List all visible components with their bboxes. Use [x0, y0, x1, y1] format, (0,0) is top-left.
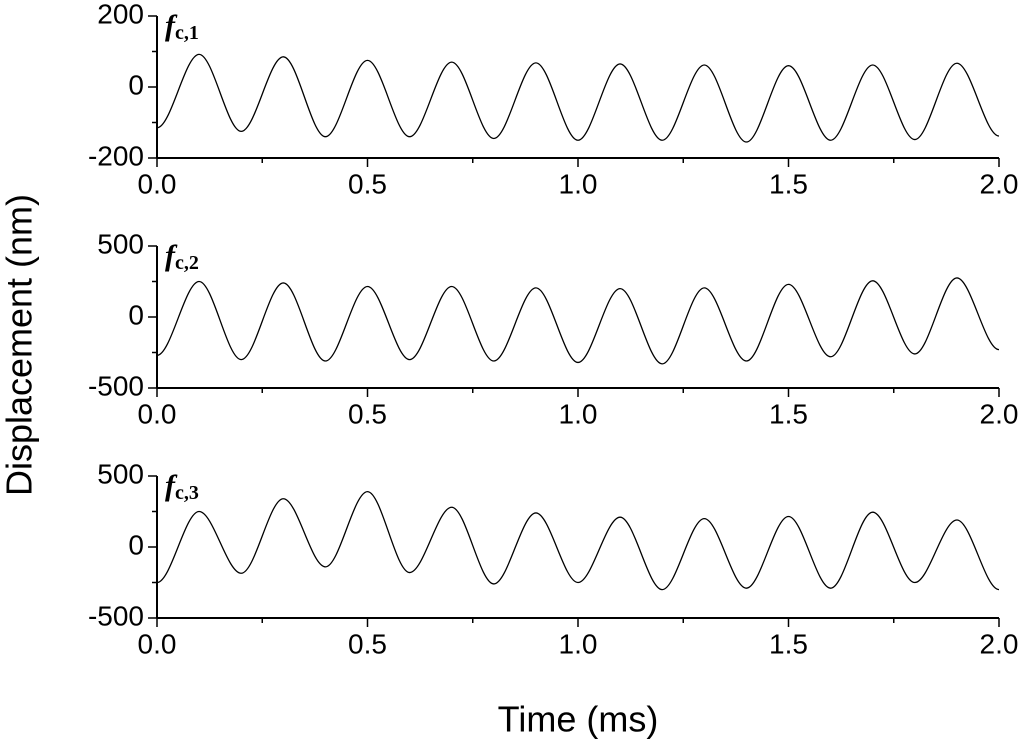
x-tick-label: 0.0: [138, 398, 177, 429]
x-tick-label: 2.0: [980, 628, 1019, 659]
y-tick-label: 500: [97, 458, 144, 489]
panel-label-main: f: [165, 239, 178, 272]
y-tick-label: 500: [97, 228, 144, 259]
y-axis-title: Displacement (nm): [0, 194, 40, 496]
x-tick-label: 1.5: [769, 168, 808, 199]
x-tick-label: 1.5: [769, 628, 808, 659]
y-tick-label: -200: [88, 140, 144, 171]
x-tick-label: 2.0: [980, 168, 1019, 199]
x-tick-label: 0.5: [348, 628, 387, 659]
panel-label: fc,3: [165, 469, 199, 504]
x-tick-label: 1.5: [769, 398, 808, 429]
panel-label-sub: c,3: [175, 482, 199, 504]
x-tick-label: 1.0: [559, 168, 598, 199]
x-axis-title: Time (ms): [498, 699, 659, 740]
x-tick-label: 0.0: [138, 168, 177, 199]
x-tick-label: 1.0: [559, 398, 598, 429]
y-tick-label: 200: [97, 0, 144, 29]
panel-label: fc,2: [165, 239, 199, 274]
y-tick-label: -500: [88, 600, 144, 631]
data-line: [156, 277, 1000, 365]
x-tick-label: 2.0: [980, 398, 1019, 429]
y-tick-label: 0: [128, 69, 144, 100]
x-tick-label: 1.0: [559, 628, 598, 659]
panel-label-main: f: [165, 469, 178, 502]
y-tick-label: 0: [128, 299, 144, 330]
y-tick-label: -500: [88, 370, 144, 401]
panel-label: fc,1: [165, 9, 199, 44]
data-line: [156, 490, 1000, 591]
x-tick-label: 0.5: [348, 168, 387, 199]
panel-label-sub: c,2: [175, 252, 199, 274]
panel-label-main: f: [165, 9, 178, 42]
data-line: [156, 53, 1000, 143]
y-tick-label: 0: [128, 529, 144, 560]
x-tick-label: 0.0: [138, 628, 177, 659]
panel-label-sub: c,1: [175, 22, 199, 44]
x-tick-label: 0.5: [348, 398, 387, 429]
